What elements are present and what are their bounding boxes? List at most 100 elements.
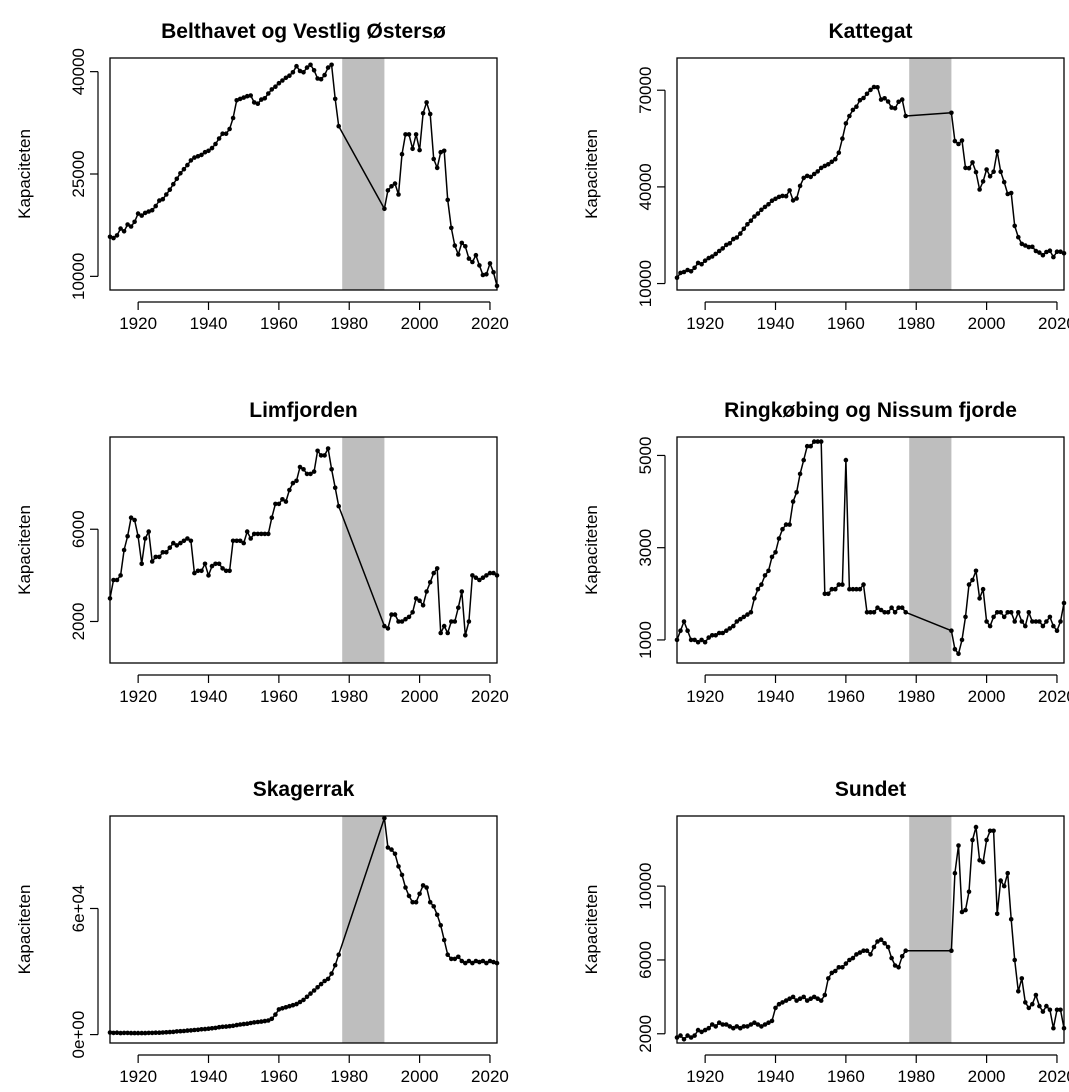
x-tick-label: 2000 <box>401 1067 439 1086</box>
y-tick-label: 1000 <box>636 621 655 659</box>
data-point <box>171 181 176 187</box>
data-point <box>396 192 401 197</box>
data-point <box>417 891 422 897</box>
data-point <box>139 213 144 218</box>
data-point <box>1023 243 1028 248</box>
data-point <box>720 630 725 636</box>
x-tick-label: 1960 <box>260 687 298 706</box>
data-point <box>1019 241 1025 247</box>
data-point <box>192 1027 197 1033</box>
data-point <box>797 183 803 189</box>
data-point <box>1005 191 1010 197</box>
data-point <box>396 619 401 624</box>
data-point <box>741 614 747 620</box>
data-point <box>875 605 880 610</box>
y-tick-label: 10000 <box>69 253 88 300</box>
data-point <box>875 939 880 944</box>
data-point <box>403 616 408 622</box>
data-point <box>223 1024 229 1029</box>
data-point <box>994 610 1000 615</box>
data-point <box>752 214 757 219</box>
data-point <box>114 577 120 583</box>
data-point <box>424 589 429 594</box>
data-point <box>480 272 486 278</box>
data-point <box>216 561 222 567</box>
data-point <box>833 968 838 974</box>
data-point <box>822 591 828 597</box>
y-tick-label: 40000 <box>636 163 655 210</box>
data-point <box>868 952 873 957</box>
data-point <box>149 559 155 564</box>
data-point <box>174 543 180 548</box>
data-point <box>269 515 275 520</box>
data-point <box>125 222 130 227</box>
data-point <box>963 165 968 171</box>
data-point <box>192 155 197 160</box>
data-point <box>759 1024 764 1029</box>
data-point <box>213 1025 218 1031</box>
data-point <box>484 272 489 277</box>
data-point <box>403 132 408 137</box>
chart-panel-sundet: Sundet 1920 1940 1960 1980 2000 2020 2000 6000 10… <box>582 778 1069 1086</box>
y-axis-label: Kapaciteten <box>582 885 601 975</box>
data-point <box>304 471 310 477</box>
data-point <box>470 259 475 265</box>
data-point <box>220 131 225 136</box>
data-point <box>871 944 877 950</box>
data-point <box>678 628 683 633</box>
y-tick-label: 10000 <box>636 260 655 307</box>
data-point <box>438 149 444 155</box>
data-point <box>494 283 500 289</box>
data-point <box>445 952 451 957</box>
data-point <box>251 531 257 537</box>
data-point <box>1051 623 1056 629</box>
y-axis-label: Kapaciteten <box>582 505 601 595</box>
y-tick-label: 6e+04 <box>69 885 88 933</box>
data-point <box>336 503 342 509</box>
data-point <box>980 859 986 865</box>
data-point <box>311 988 317 993</box>
x-tick-label: 1980 <box>330 314 368 333</box>
data-point <box>829 970 835 976</box>
data-point <box>294 478 299 484</box>
data-point <box>399 619 405 624</box>
data-point <box>1016 610 1021 615</box>
data-point <box>121 1030 127 1036</box>
data-point <box>178 540 183 546</box>
data-point <box>128 1030 134 1036</box>
data-point <box>847 957 852 963</box>
data-point <box>185 536 190 541</box>
data-point <box>202 149 208 155</box>
data-point <box>966 582 972 587</box>
data-point <box>699 1029 704 1035</box>
x-tick-label: 1980 <box>330 1067 368 1086</box>
x-tick-label: 1940 <box>757 687 795 706</box>
data-point <box>167 545 173 550</box>
data-point <box>688 1035 694 1040</box>
data-point <box>301 70 306 75</box>
missing-data-band <box>342 58 385 290</box>
data-point <box>1001 614 1007 620</box>
data-point <box>878 97 884 102</box>
data-point <box>466 256 472 261</box>
data-point <box>808 996 813 1001</box>
data-point <box>776 194 782 200</box>
data-point <box>466 619 472 624</box>
data-point <box>230 1023 236 1029</box>
data-point <box>294 63 299 69</box>
data-point <box>783 193 789 199</box>
data-point <box>896 99 901 105</box>
data-point <box>868 610 873 615</box>
data-point <box>441 148 447 154</box>
data-point <box>420 883 426 888</box>
data-point <box>149 1030 155 1036</box>
data-point <box>125 533 130 539</box>
data-point <box>107 596 113 601</box>
data-point <box>1044 619 1049 624</box>
data-point <box>452 243 458 248</box>
data-point <box>311 68 317 73</box>
x-tick-label: 1940 <box>757 1067 795 1086</box>
data-point <box>1012 223 1017 229</box>
data-point <box>406 132 412 137</box>
